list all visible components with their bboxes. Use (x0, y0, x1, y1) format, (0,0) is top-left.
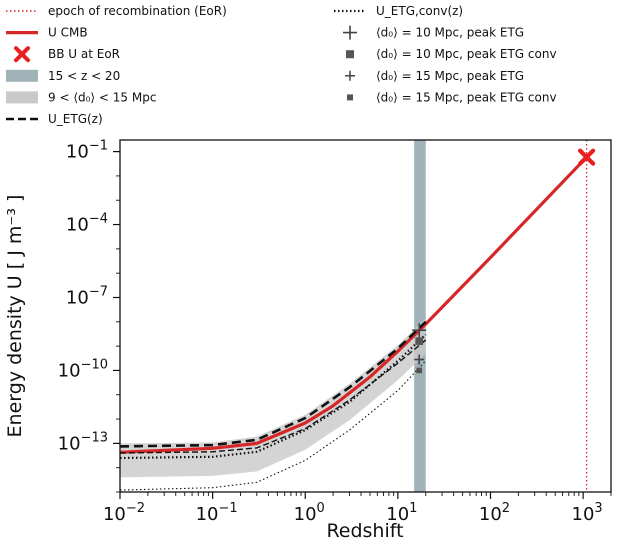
legend-entry: ⟨d₀⟩ = 10 Mpc, peak ETG (343, 26, 524, 40)
legend-handle-redshift-band (6, 69, 38, 82)
legend-handle-square-large (346, 50, 354, 59)
redshift-band (414, 140, 426, 492)
legend-label: BB U at EoR (48, 47, 120, 61)
x-tick-label-5: 103 (572, 501, 603, 525)
y-tick-label-4: 10−1 (66, 139, 108, 163)
legend-label: U_ETG,conv(z) (376, 4, 463, 18)
legend-label: epoch of recombination (EoR) (48, 4, 227, 18)
plot-frame (119, 139, 612, 493)
y-axis-label: Energy density U [ J m⁻³ ] (4, 195, 26, 438)
series-line-1 (120, 320, 427, 448)
legend-entry: U CMB (6, 26, 88, 40)
series-line-0 (120, 156, 588, 454)
y-tick-label-0: 10−13 (58, 430, 108, 454)
legend-entry: ⟨d₀⟩ = 10 Mpc, peak ETG conv (346, 47, 557, 61)
legend-handle-bb (14, 46, 30, 63)
legend-handle-plus-large (343, 25, 357, 40)
marker-plus-1 (412, 323, 427, 338)
legend-entry: ⟨d₀⟩ = 15 Mpc, peak ETG conv (347, 90, 557, 104)
y-tick-label-3: 10−4 (66, 212, 108, 236)
x-tick-label-2: 100 (294, 501, 325, 525)
legend-label: ⟨d₀⟩ = 15 Mpc, peak ETG conv (376, 90, 557, 104)
series-line-2 (120, 339, 427, 454)
series-line-3 (120, 333, 427, 460)
y-tick-label-2: 10−7 (66, 284, 108, 308)
x-tick-label-1: 10−1 (196, 501, 238, 525)
legend-label: 15 < z < 20 (48, 69, 120, 83)
series-line-4 (120, 360, 427, 491)
legend-label: ⟨d₀⟩ = 10 Mpc, peak ETG conv (376, 47, 557, 61)
plot-area (120, 140, 588, 492)
marker-square-2 (415, 337, 424, 345)
legend-entry: U_ETG(z) (6, 112, 103, 126)
legend-entry: epoch of recombination (EoR) (6, 4, 227, 18)
axes: 10−2 10−1 100 101 102 103 10−13 10−10 10−7 10−4 10… (58, 139, 612, 525)
legend-handle-square-small (347, 94, 353, 101)
legend-label: ⟨d₀⟩ = 10 Mpc, peak ETG (376, 26, 524, 40)
x-tick-label-3: 101 (386, 501, 417, 525)
marker-layer (412, 148, 596, 374)
legend-entry: U_ETG,conv(z) (334, 4, 463, 18)
marker-square-4 (416, 367, 423, 374)
y-tick-label-1: 10−10 (58, 357, 108, 381)
x-tick-label-4: 102 (479, 501, 510, 525)
x-axis-label: Redshift (326, 520, 403, 542)
marker-bb-eor (577, 148, 596, 166)
legend-entry: 15 < z < 20 (6, 69, 120, 83)
x-tick-label-0: 10−2 (103, 501, 145, 525)
envelope-band (120, 318, 426, 478)
legend-handle-envelope (6, 91, 38, 104)
marker-plus-3 (414, 354, 425, 365)
legend-label: 9 < ⟨d₀⟩ < 15 Mpc (48, 90, 156, 104)
legend-label: ⟨d₀⟩ = 15 Mpc, peak ETG (376, 69, 524, 83)
legend: epoch of recombination (EoR) U CMB BB U at… (6, 4, 557, 126)
legend-entry: ⟨d₀⟩ = 15 Mpc, peak ETG (345, 69, 524, 83)
legend-entry: 9 < ⟨d₀⟩ < 15 Mpc (6, 90, 156, 104)
legend-handle-plus-small (345, 70, 355, 81)
legend-label: U CMB (48, 26, 88, 40)
legend-label: U_ETG(z) (48, 112, 103, 126)
legend-entry: BB U at EoR (14, 46, 120, 63)
